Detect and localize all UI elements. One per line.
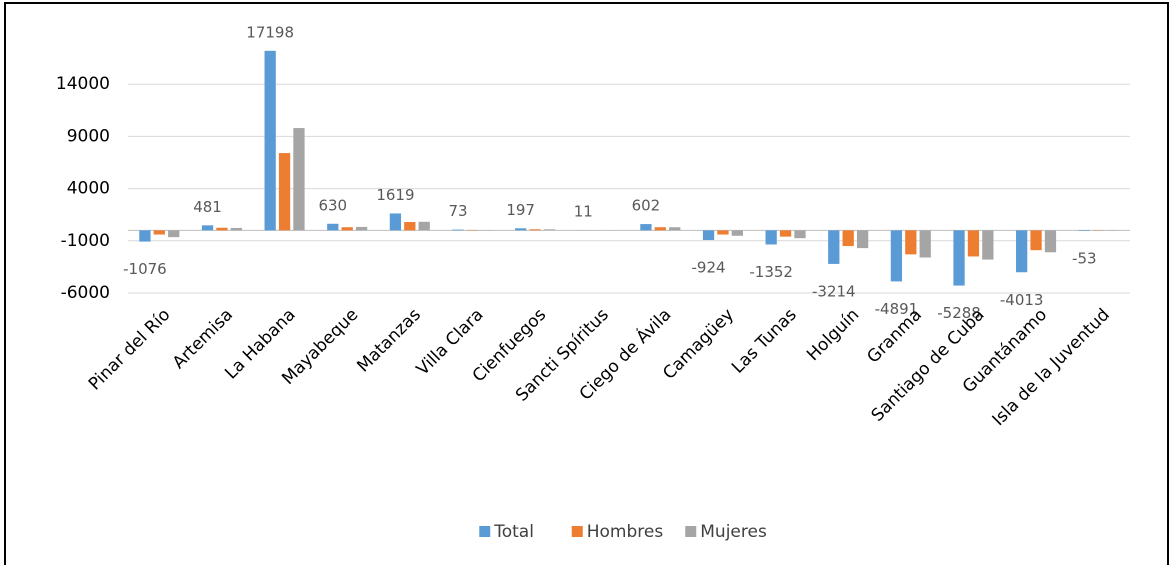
bar <box>341 227 353 231</box>
bar <box>640 224 652 231</box>
bar <box>278 153 291 231</box>
bar <box>201 225 214 231</box>
bar <box>856 230 869 249</box>
data-label: 602 <box>632 197 661 215</box>
bar <box>1030 230 1042 251</box>
bar <box>139 230 151 242</box>
bar <box>418 221 430 231</box>
data-label: 197 <box>506 201 535 219</box>
bar <box>654 227 666 231</box>
bar <box>717 230 729 235</box>
bar <box>153 230 165 235</box>
data-label: 630 <box>318 196 347 214</box>
bar <box>953 230 965 286</box>
bar <box>905 230 917 255</box>
y-tick-label: -6000 <box>61 283 110 303</box>
bar <box>828 230 840 264</box>
data-label: 17198 <box>246 23 294 41</box>
bar <box>731 230 743 236</box>
bar <box>230 227 242 231</box>
data-label: 11 <box>574 203 593 221</box>
legend-label: Mujeres <box>700 522 767 542</box>
bar <box>765 230 777 245</box>
legend-swatch <box>479 526 491 537</box>
bar <box>919 230 931 258</box>
bar <box>890 230 903 282</box>
y-tick-label: 4000 <box>67 179 110 199</box>
bar <box>452 229 464 231</box>
data-label: -1076 <box>123 260 167 278</box>
data-label: -924 <box>692 259 726 277</box>
data-label: 481 <box>193 198 222 216</box>
bar <box>389 213 402 231</box>
data-label: -3214 <box>812 282 856 300</box>
bar <box>543 229 556 231</box>
bar <box>1016 230 1028 273</box>
bar <box>982 230 994 260</box>
bar <box>327 223 339 231</box>
bar <box>779 230 792 237</box>
bar <box>515 228 527 231</box>
legend-label: Total <box>493 522 534 542</box>
data-label: -5288 <box>937 304 981 322</box>
data-label: 1619 <box>376 186 414 204</box>
legend-swatch <box>571 526 583 537</box>
bar <box>355 226 368 231</box>
legend-label: Hombres <box>587 522 664 542</box>
data-label: -4013 <box>1000 291 1044 309</box>
data-label: -1352 <box>749 263 793 281</box>
legend-swatch <box>685 526 697 537</box>
bar <box>264 50 276 231</box>
bar <box>293 128 305 231</box>
bar <box>794 230 806 239</box>
bar <box>842 230 854 247</box>
bar <box>702 230 715 241</box>
bar <box>1044 230 1057 253</box>
data-label: -53 <box>1072 249 1097 267</box>
bar <box>168 230 180 238</box>
bar <box>529 229 541 231</box>
bar <box>967 230 980 257</box>
bar <box>1078 230 1090 231</box>
y-tick-label: 9000 <box>67 126 110 146</box>
bar <box>669 227 681 231</box>
data-label: -4891 <box>875 300 919 318</box>
bar <box>404 222 416 231</box>
bar <box>216 227 228 231</box>
data-label: 73 <box>448 202 467 220</box>
y-tick-label: -1000 <box>61 231 110 251</box>
y-tick-label: 14000 <box>56 74 110 94</box>
chart-border <box>4 2 1169 565</box>
